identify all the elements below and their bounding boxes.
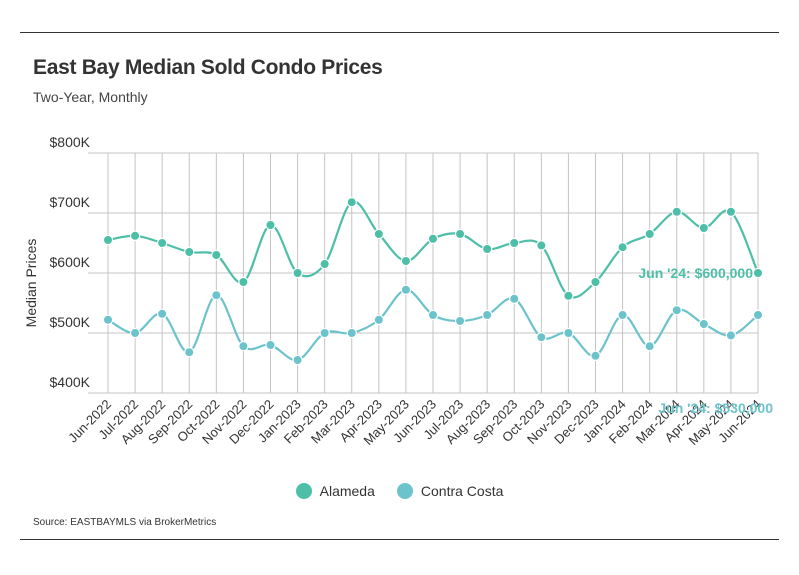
data-point-contra-costa [292, 354, 303, 366]
data-point-contra-costa [725, 330, 737, 341]
data-point-contra-costa [184, 347, 195, 358]
top-rule [20, 32, 779, 33]
legend-label-contra-costa: Contra Costa [420, 483, 504, 499]
data-point-contra-costa [698, 318, 710, 330]
chart-title: East Bay Median Sold Condo Prices [33, 56, 383, 79]
data-point-alameda [752, 267, 764, 279]
chart-subtitle: Two-Year, Monthly [33, 89, 148, 105]
y-tick-label: $800K [50, 134, 91, 150]
data-point-contra-costa [265, 339, 276, 351]
end-label-alameda: Jun '24: $600,000 [638, 265, 753, 281]
data-point-alameda [156, 237, 168, 249]
data-point-alameda [346, 196, 357, 208]
data-point-alameda [373, 228, 385, 240]
data-point-alameda [617, 241, 628, 253]
data-point-contra-costa [400, 284, 412, 295]
data-point-alameda [129, 230, 141, 241]
bottom-rule [20, 539, 779, 540]
y-tick-label: $700K [50, 194, 91, 210]
data-point-contra-costa [211, 290, 222, 301]
data-point-alameda [265, 219, 276, 231]
data-point-alameda [400, 255, 412, 267]
data-point-contra-costa [454, 315, 466, 327]
data-point-alameda [454, 228, 466, 240]
legend: Alameda Contra Costa [0, 483, 799, 499]
line-chart: $400K$500K$600K$700K$800K Jun-2022Jul-20… [23, 134, 773, 448]
legend-item-contra-costa: Contra Costa [396, 483, 504, 499]
data-point-contra-costa [671, 305, 682, 316]
legend-swatch-contra-costa [396, 483, 413, 499]
data-point-contra-costa [319, 327, 330, 339]
data-point-contra-costa [481, 309, 493, 321]
y-axis: $400K $500K $600K $700K $800K [50, 134, 91, 390]
data-point-contra-costa [536, 332, 547, 343]
data-point-contra-costa [129, 327, 141, 339]
data-point-alameda [427, 233, 439, 244]
legend-label-alameda: Alameda [319, 483, 375, 499]
data-point-alameda [536, 240, 547, 251]
data-point-alameda [725, 206, 737, 217]
data-point-alameda [211, 249, 222, 261]
y-axis-label: Median Prices [23, 239, 39, 328]
data-point-alameda [238, 276, 249, 288]
y-tick-label: $400K [50, 374, 91, 390]
data-point-contra-costa [509, 293, 520, 304]
data-point-contra-costa [373, 314, 385, 325]
data-point-alameda [698, 222, 710, 234]
data-point-contra-costa [590, 350, 601, 361]
data-point-contra-costa [102, 314, 114, 325]
series-points [102, 196, 764, 366]
data-point-alameda [319, 258, 330, 270]
data-point-contra-costa [346, 327, 357, 339]
data-point-alameda [563, 290, 574, 301]
data-point-alameda [292, 267, 303, 279]
data-point-contra-costa [644, 341, 655, 352]
data-point-alameda [481, 243, 493, 255]
data-point-contra-costa [427, 309, 439, 321]
data-point-contra-costa [752, 309, 764, 321]
data-point-contra-costa [617, 309, 628, 321]
end-label-contra-costa: Jun '24: $530,000 [658, 400, 773, 416]
y-tick-label: $600K [50, 254, 91, 270]
data-point-contra-costa [156, 308, 168, 319]
data-point-contra-costa [563, 327, 574, 339]
legend-item-alameda: Alameda [295, 483, 375, 499]
data-point-contra-costa [238, 341, 249, 352]
data-point-alameda [671, 206, 682, 217]
end-labels: Jun '24: $600,000 Jun '24: $530,000 [638, 265, 773, 416]
data-point-alameda [644, 228, 655, 240]
legend-swatch-alameda [295, 483, 312, 499]
data-point-alameda [509, 237, 520, 249]
y-tick-label: $500K [50, 314, 91, 330]
source-note: Source: EASTBAYMLS via BrokerMetrics [33, 517, 217, 528]
data-point-alameda [590, 276, 601, 288]
data-point-alameda [184, 246, 195, 258]
data-point-alameda [102, 234, 114, 246]
